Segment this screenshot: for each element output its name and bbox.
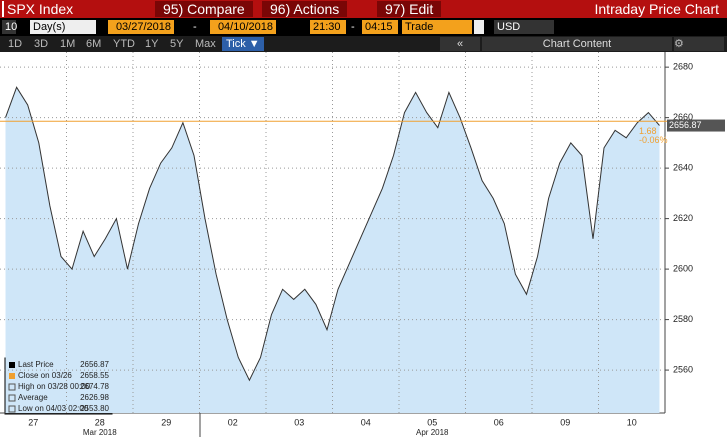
price-area: [5, 87, 660, 414]
range-bar: 1D 3D 1M 6M YTD 1Y 5Y Max Tick ▼ «Chart Content ⚙: [0, 36, 727, 52]
legend-value: 2656.87: [80, 360, 109, 369]
x-tick-label: 28: [95, 417, 105, 427]
legend-icon: [9, 373, 15, 379]
y-tick-label: 2680: [673, 62, 693, 72]
range-button[interactable]: 1D: [8, 38, 23, 50]
x-tick-label: 02: [228, 417, 238, 427]
legend-name: High on 03/28 00:00: [18, 382, 91, 391]
change-pct-label: -0.06%: [639, 135, 668, 145]
start-date[interactable]: 03/27/2018: [108, 20, 174, 34]
y-tick-label: 2640: [673, 163, 693, 173]
legend-value: 2674.78: [80, 382, 109, 391]
y-tick-label: 2660: [673, 112, 693, 122]
x-tick-label: 03: [294, 417, 304, 427]
tick-button[interactable]: Tick ▼: [222, 37, 264, 51]
x-tick-label: 05: [427, 417, 437, 427]
start-time[interactable]: 21:30: [310, 20, 346, 34]
separator: -: [193, 21, 197, 33]
last-price-box: [667, 119, 725, 132]
content-button[interactable]: Chart Content: [482, 37, 672, 51]
separator: -: [351, 21, 355, 33]
x-tick-label: 06: [494, 417, 504, 427]
event-field[interactable]: Trade: [402, 20, 472, 34]
legend-value: 2553.80: [80, 404, 109, 413]
menu-item[interactable]: 97) Edit: [377, 1, 442, 17]
legend-name: Low on 04/03 02:00: [18, 404, 89, 413]
last-price-label: 2656.87: [669, 120, 702, 130]
range-button[interactable]: 1M: [60, 38, 76, 50]
legend-icon: [9, 362, 15, 368]
y-tick-label: 2560: [673, 364, 693, 374]
menu-item[interactable]: 96) Actions: [262, 1, 348, 17]
x-tick-label: 27: [28, 417, 38, 427]
settings-button[interactable]: ⚙: [674, 37, 724, 51]
change-label: 1.68: [639, 126, 657, 136]
y-tick-label: 2600: [673, 263, 693, 273]
unit-field[interactable]: Day(s): [30, 20, 96, 34]
range-button[interactable]: 1Y: [145, 38, 159, 50]
y-tick-label: 2580: [673, 314, 693, 324]
month-label: Apr 2018: [416, 428, 449, 437]
legend-name: Average: [18, 393, 48, 402]
legend-icon: [8, 405, 16, 413]
price-line: [5, 86, 660, 382]
currency-field[interactable]: USD: [494, 20, 554, 34]
legend-icon: [8, 394, 16, 402]
range-button[interactable]: 6M: [86, 38, 102, 50]
legend-name: Last Price: [18, 360, 54, 369]
ticker[interactable]: SPX Index: [2, 1, 122, 17]
x-tick-label: 29: [161, 417, 171, 427]
legend-value: 2626.98: [80, 393, 109, 402]
settings-bar: 10 Day(s) 03/27/2018 - 04/10/2018 21:30 …: [0, 18, 727, 36]
y-tick-label: 2620: [673, 213, 693, 223]
panel-title: Intraday Price Chart: [594, 1, 720, 17]
chart: 2560 2580 2600 2620 2640 2660 2680 2656.87 1.68-…: [0, 52, 727, 437]
range-button[interactable]: YTD: [113, 38, 135, 50]
count-field[interactable]: 10: [2, 20, 17, 34]
dropdown[interactable]: [474, 20, 484, 34]
x-tick-label: 09: [560, 417, 570, 427]
range-button[interactable]: 3D: [34, 38, 49, 50]
header: SPX Index 95) Compare 96) Actions 97) Ed…: [0, 0, 727, 18]
legend-icon: [8, 383, 16, 391]
end-date[interactable]: 04/10/2018: [210, 20, 276, 34]
collapse-button[interactable]: «: [440, 37, 480, 51]
end-time[interactable]: 04:15: [362, 20, 398, 34]
x-tick-label: 10: [627, 417, 637, 427]
legend-name: Close on 03/26: [18, 371, 72, 380]
month-label: Mar 2018: [83, 428, 117, 437]
legend-value: 2658.55: [80, 371, 109, 380]
x-tick-label: 04: [361, 417, 371, 427]
menu-item[interactable]: 95) Compare: [155, 1, 253, 17]
range-button[interactable]: Max: [195, 38, 216, 50]
range-button[interactable]: 5Y: [170, 38, 184, 50]
